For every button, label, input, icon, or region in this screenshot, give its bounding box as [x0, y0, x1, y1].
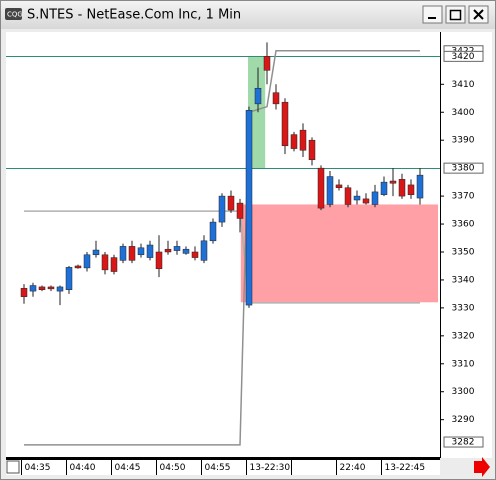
price-zone	[240, 204, 438, 303]
plot: 3290 3300 3310 3320 3330 3340 3350 3360 3370 3390…	[6, 42, 484, 475]
y-tick-label: 3390	[452, 136, 475, 146]
price-marker	[443, 50, 484, 62]
overlay-line	[24, 50, 420, 446]
scroll-box[interactable]	[6, 460, 20, 474]
candle-body	[110, 257, 118, 272]
candle-body	[164, 248, 172, 253]
candle-body	[227, 195, 235, 211]
candle-body	[371, 191, 379, 205]
candle-body	[308, 139, 316, 161]
candle-body	[200, 240, 208, 261]
time-axis	[6, 460, 440, 475]
candle-body	[29, 285, 37, 292]
candle-body	[146, 244, 154, 258]
price-marker-label: 3282	[452, 438, 475, 448]
candle-body	[128, 246, 136, 261]
candle-body	[353, 195, 361, 201]
title-bar	[1, 1, 495, 29]
candle-body	[236, 202, 244, 219]
candle-body	[137, 247, 145, 256]
candle-body	[92, 249, 100, 256]
price-marker	[443, 436, 484, 448]
candle-body	[65, 267, 73, 290]
time-axis-bar	[6, 457, 440, 460]
x-tick-label: 04:45	[115, 463, 141, 473]
candle-body	[101, 254, 109, 271]
candle-body	[155, 251, 163, 270]
candle-body	[272, 92, 280, 105]
candle-body	[38, 286, 46, 290]
x-tick-label: 22:40	[340, 463, 366, 473]
price-marker	[443, 162, 484, 174]
maximize-button[interactable]	[445, 5, 466, 24]
candle-body	[299, 129, 307, 151]
price-zone	[248, 56, 266, 169]
app-icon-text: CQG	[7, 11, 23, 19]
scroll-right-arrow[interactable]	[474, 457, 490, 477]
x-tick-label: 13-22:30	[250, 463, 291, 473]
x-tick-label: 04:35	[25, 463, 51, 473]
maximize-icon	[449, 9, 462, 21]
candle-body	[191, 251, 199, 258]
x-tick-label: 04:50	[160, 463, 186, 473]
candle-body	[20, 288, 28, 297]
candle-body	[119, 246, 127, 261]
candle-body	[317, 167, 325, 209]
y-tick-label: 3290	[452, 415, 475, 425]
y-tick-label: 3340	[452, 275, 475, 285]
x-tick-label: 04:40	[70, 463, 96, 473]
candle-body	[74, 265, 82, 269]
y-tick-label: 3350	[452, 247, 475, 257]
window-buttons	[422, 5, 489, 24]
y-tick-label: 3310	[452, 359, 475, 369]
close-icon	[473, 9, 484, 20]
price-marker-label: 3420	[452, 52, 475, 62]
price-marker-label: 3380	[452, 164, 475, 174]
candle-body	[173, 246, 181, 251]
y-tick-label: 3320	[452, 331, 475, 341]
candle-body	[281, 101, 289, 147]
candle-body	[344, 187, 352, 205]
candle-body	[398, 179, 406, 197]
candle-body	[245, 110, 253, 306]
candle-body	[83, 254, 91, 269]
candle-body	[380, 181, 388, 195]
y-tick-label: 3330	[452, 303, 475, 313]
candle-body	[263, 56, 271, 71]
candle-body	[209, 221, 217, 242]
candle-body	[182, 248, 190, 254]
candle-body	[218, 195, 226, 223]
window-title: S.NTES - NetEase.Com Inc, 1 Min	[27, 8, 241, 23]
candle-body	[407, 184, 415, 195]
y-tick-label: 3410	[452, 80, 475, 90]
y-tick-label: 3300	[452, 387, 475, 397]
x-tick-label: 04:55	[205, 463, 231, 473]
candle-body	[290, 134, 298, 149]
app-icon	[5, 8, 22, 20]
candle-body	[254, 87, 262, 105]
candle-body	[326, 176, 334, 205]
y-tick-label: 3400	[452, 108, 475, 118]
x-tick-label: 13-22:45	[385, 463, 426, 473]
candle-body	[416, 174, 424, 199]
candle-body	[56, 286, 64, 292]
candle-body	[335, 184, 343, 188]
candle-body	[362, 198, 370, 204]
candle-body	[389, 180, 397, 184]
y-tick-label: 3360	[452, 220, 475, 230]
y-tick-label: 3370	[452, 192, 475, 202]
candle-body	[47, 286, 55, 290]
minimize-button[interactable]	[422, 5, 443, 24]
